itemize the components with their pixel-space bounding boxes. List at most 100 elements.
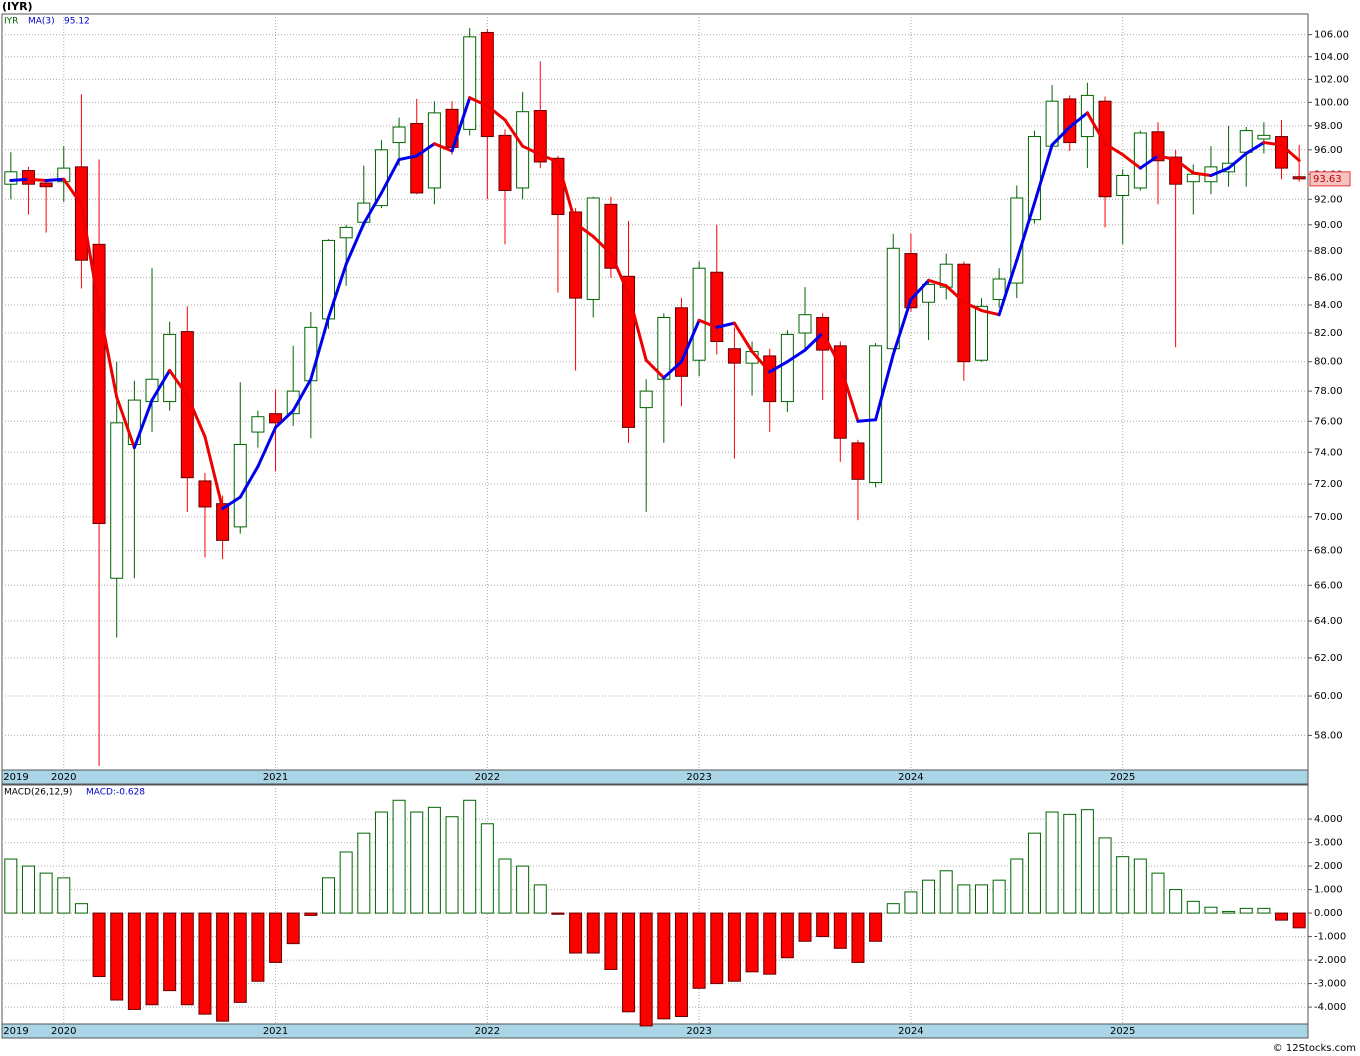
- candle-body: [604, 203, 618, 269]
- macd-bar: [780, 912, 794, 959]
- ma-segment: [1138, 154, 1160, 170]
- x-tick-label: 2025: [1110, 772, 1135, 783]
- ma-segment: [962, 300, 983, 313]
- candle-body: [498, 134, 512, 191]
- macd-bar: [498, 858, 512, 914]
- ma-segment: [1085, 111, 1107, 146]
- x-tick-label: 2023: [686, 1026, 711, 1037]
- candle-body: [710, 271, 724, 343]
- chart-title: (IYR): [2, 0, 33, 13]
- candle-body: [692, 267, 706, 361]
- candle-body: [180, 331, 194, 479]
- ma-segment: [821, 331, 842, 368]
- candle-body: [269, 413, 283, 424]
- macd-bar: [957, 884, 971, 914]
- ma-segment: [1244, 141, 1266, 155]
- y-tick-label: 1.000: [1314, 885, 1343, 896]
- macd-bar: [869, 912, 883, 942]
- macd-bar: [374, 811, 388, 914]
- macd-bar: [1045, 811, 1059, 914]
- ma-segment: [309, 316, 330, 381]
- y-tick-label: 62.00: [1314, 653, 1343, 664]
- y-tick-label: 4.000: [1314, 814, 1343, 825]
- ma-segment: [79, 202, 101, 310]
- ma-segment: [997, 258, 1019, 317]
- ma-segment: [1209, 166, 1231, 178]
- ma-segment: [750, 350, 772, 374]
- ma-segment: [591, 234, 613, 256]
- macd-bar: [833, 912, 847, 949]
- y-tick-label: 0.000: [1314, 908, 1343, 919]
- y-tick-label: -2.000: [1314, 955, 1346, 966]
- macd-bar: [1080, 809, 1094, 914]
- macd-bar: [992, 879, 1006, 914]
- ma-segment: [9, 177, 30, 182]
- macd-bar: [4, 858, 18, 914]
- ma-segment: [415, 142, 436, 158]
- ma-segment: [732, 321, 754, 354]
- macd-bar: [339, 851, 353, 914]
- ma-segment: [256, 425, 278, 469]
- y-tick-label: -4.000: [1314, 1002, 1346, 1013]
- macd-bar: [463, 799, 477, 914]
- macd-bar: [127, 912, 141, 1010]
- candle-body: [110, 422, 124, 579]
- x-tick-label: 2019: [3, 1026, 28, 1037]
- y-tick-label: 70.00: [1314, 512, 1343, 523]
- x-tick-label: 2022: [475, 1026, 500, 1037]
- candle-body: [851, 442, 865, 480]
- candle-body: [392, 126, 406, 144]
- ma-segment: [1262, 141, 1284, 147]
- y-tick-label: 80.00: [1314, 357, 1343, 368]
- macd-bar: [1186, 900, 1200, 914]
- macd-bar: [304, 912, 318, 916]
- ma-segment: [927, 278, 948, 288]
- ma-segment: [697, 318, 719, 329]
- macd-bar: [445, 816, 459, 914]
- y-tick-label: 98.00: [1314, 121, 1343, 132]
- macd-bar: [410, 811, 424, 914]
- ma-segment: [856, 418, 878, 423]
- ma-segment: [1103, 142, 1125, 157]
- ma-segment: [1050, 125, 1072, 147]
- macd-bar: [1010, 858, 1024, 914]
- macd-bar: [251, 912, 265, 982]
- y-tick-label: 58.00: [1314, 730, 1343, 741]
- y-tick-label: 90.00: [1314, 220, 1343, 231]
- macd-bar: [180, 912, 194, 1006]
- ma-segment: [1280, 143, 1301, 163]
- ma-segment: [909, 278, 931, 301]
- ma-segment: [538, 153, 560, 164]
- macd-bar: [586, 912, 600, 954]
- ma-segment: [150, 368, 172, 402]
- candle-body: [833, 345, 847, 439]
- candle-body: [1292, 176, 1306, 180]
- macd-bar: [1292, 912, 1306, 929]
- ma-segment: [62, 177, 83, 206]
- macd-bar: [1133, 858, 1147, 914]
- x-tick-label: 2019: [3, 772, 28, 783]
- macd-bar: [1239, 907, 1253, 914]
- macd-bar: [974, 884, 989, 914]
- macd-bar: [1222, 910, 1236, 914]
- ma-segment: [803, 331, 825, 352]
- candle-body: [974, 305, 989, 361]
- legend-ma: MA(3): [28, 17, 55, 27]
- macd-bar: [551, 912, 565, 915]
- macd-bar: [851, 912, 865, 963]
- macd-bar: [1257, 907, 1271, 914]
- ma-segment: [468, 96, 489, 108]
- candle-body: [163, 333, 177, 403]
- ma-segment: [609, 252, 631, 296]
- y-tick-label: 66.00: [1314, 580, 1343, 591]
- y-tick-label: -1.000: [1314, 932, 1346, 943]
- y-tick-label: 78.00: [1314, 386, 1343, 397]
- y-tick-label: 86.00: [1314, 273, 1343, 284]
- ma-segment: [662, 360, 683, 380]
- macd-bar: [745, 912, 759, 973]
- macd-bar: [569, 912, 583, 954]
- x-tick-label: 2025: [1110, 1026, 1135, 1037]
- ma-segment: [785, 348, 807, 364]
- candle-body: [1151, 131, 1165, 162]
- ma-segment: [1068, 111, 1089, 129]
